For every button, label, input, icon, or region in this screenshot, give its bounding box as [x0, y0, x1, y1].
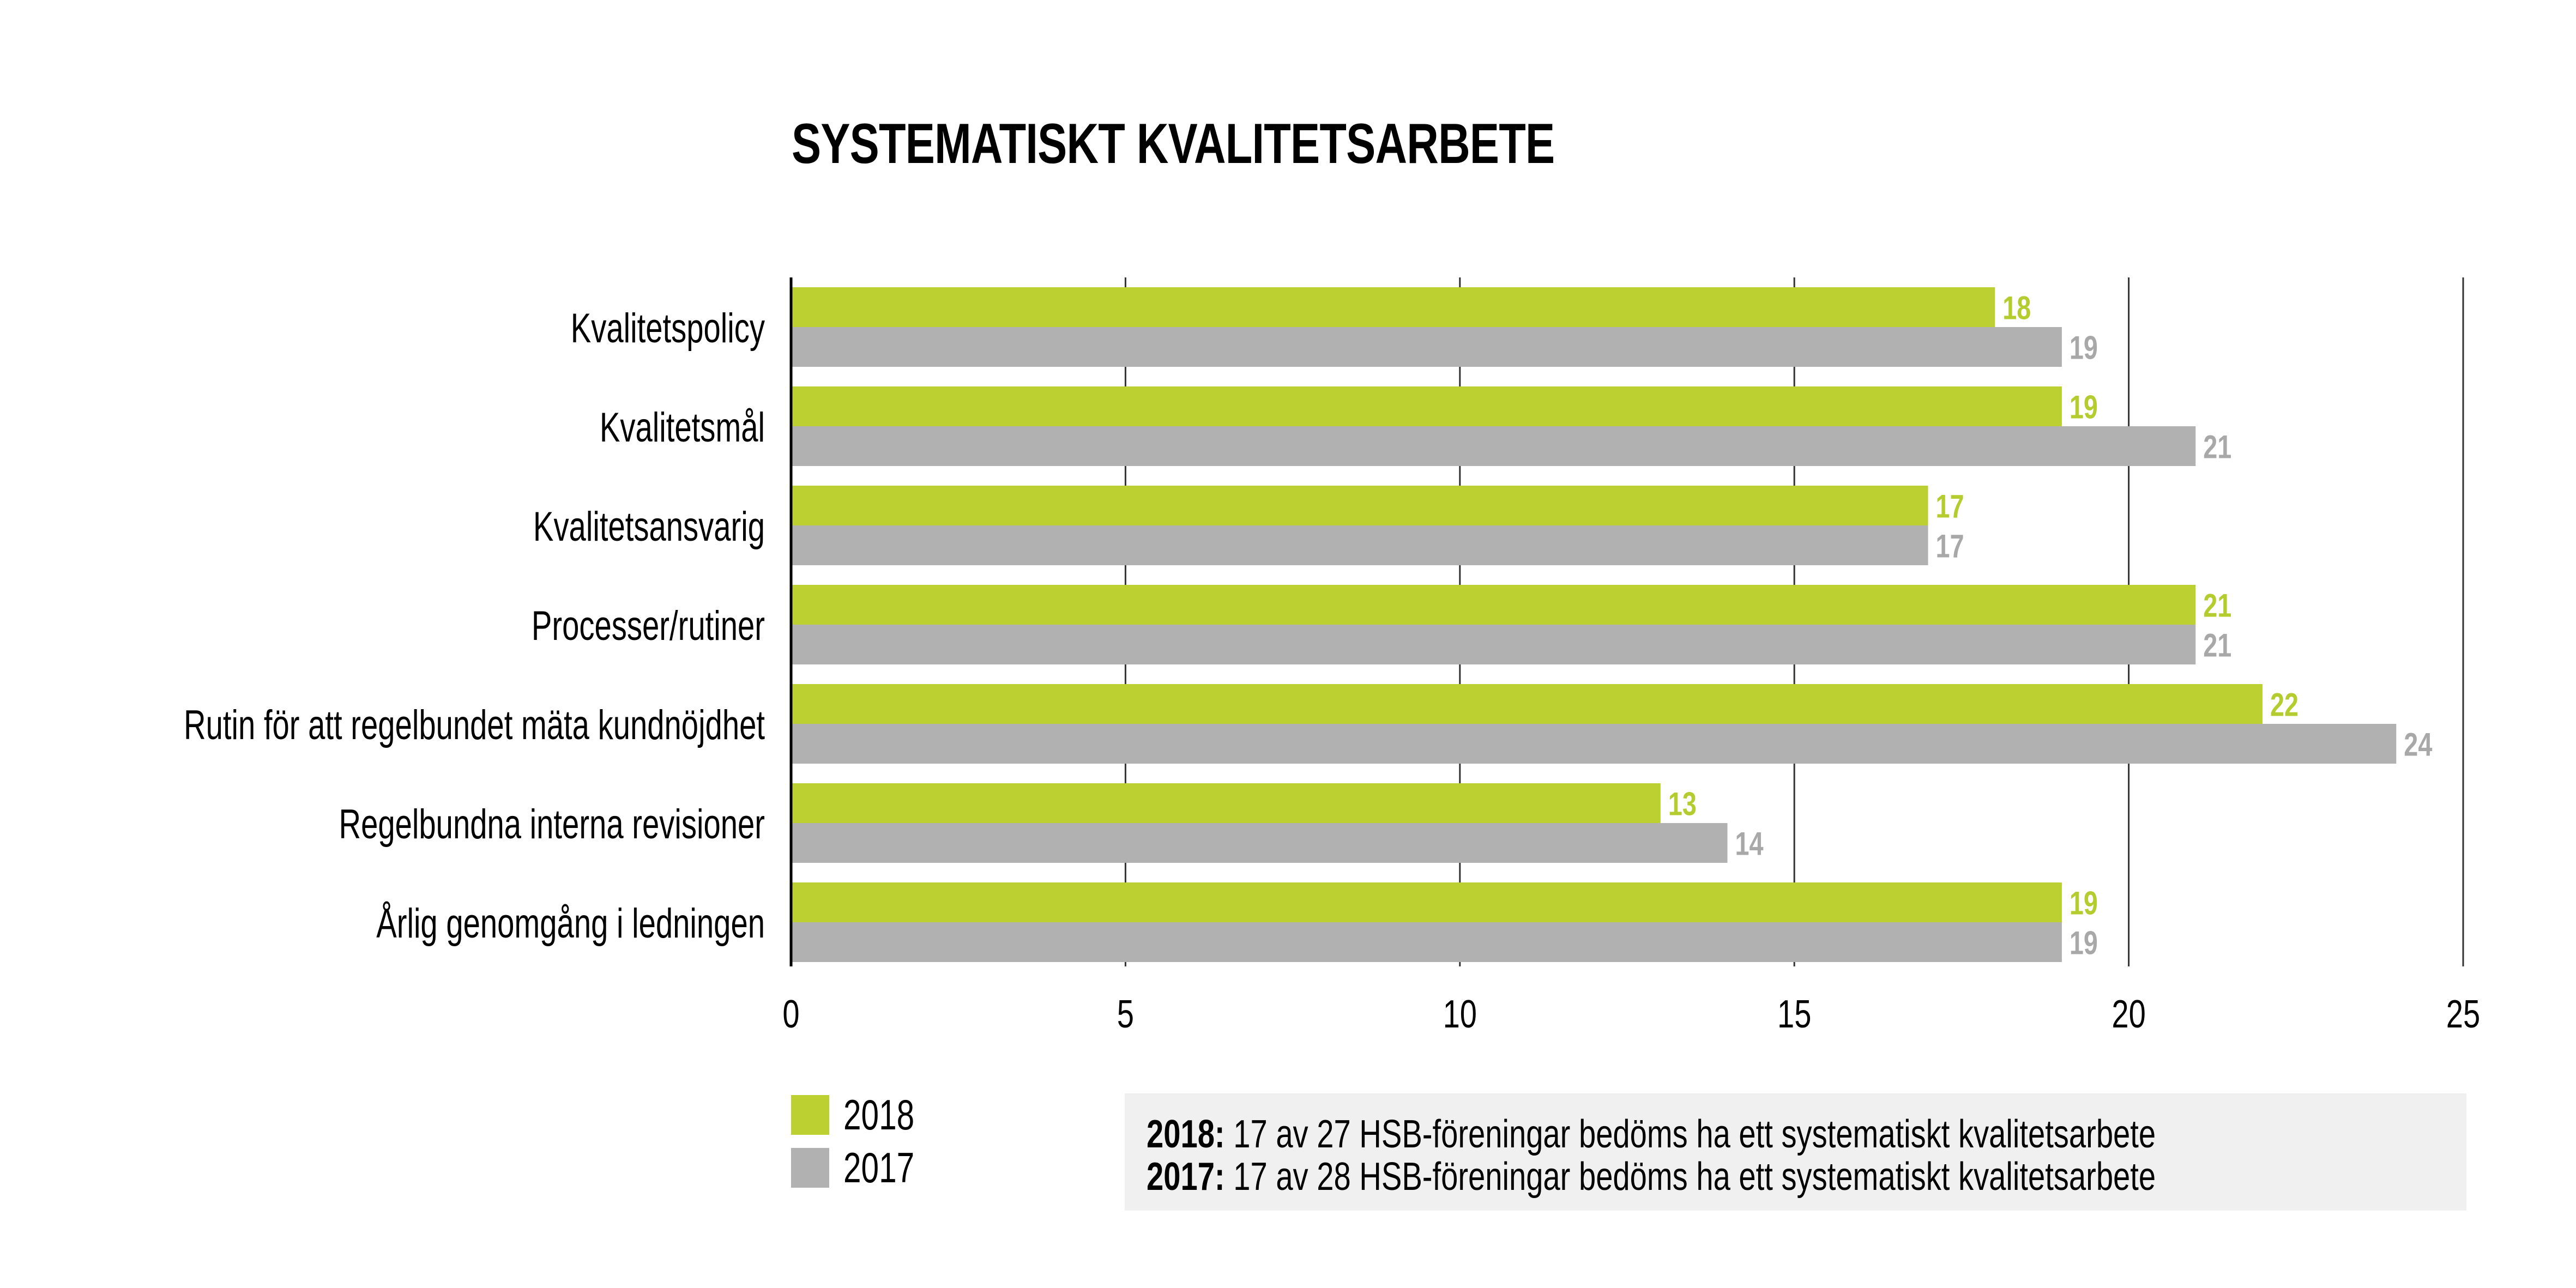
note-text: 17 av 28 HSB-föreningar bedöms ha ett sy… — [1224, 1155, 2156, 1199]
bar-2018 — [791, 585, 2196, 625]
category-label: Kvalitetsmål — [600, 404, 765, 451]
category-label: Processer/rutiner — [532, 603, 765, 649]
summary-note-box: 2018: 17 av 27 HSB-föreningar bedöms ha … — [1125, 1093, 2466, 1211]
x-tick-label: 0 — [782, 992, 799, 1036]
category-label: Årlig genomgång i ledningen — [376, 900, 765, 947]
bar-2017 — [791, 327, 2062, 367]
legend-swatch-2017 — [791, 1148, 829, 1188]
bar-2018 — [791, 386, 2062, 426]
bar-2017 — [791, 625, 2196, 664]
data-label-2017: 21 — [2203, 429, 2231, 465]
x-tick-label: 25 — [2446, 992, 2480, 1036]
x-tick-label: 15 — [1777, 992, 1811, 1036]
note-line-2018: 2018: 17 av 27 HSB-föreningar bedöms ha … — [1147, 1112, 2156, 1157]
data-label-2017: 24 — [2404, 727, 2432, 763]
bar-2017 — [791, 525, 1928, 565]
data-label-2018: 18 — [2002, 290, 2031, 326]
category-label: Kvalitetsansvarig — [533, 504, 765, 550]
bar-2018 — [791, 882, 2062, 922]
data-label-2018: 22 — [2270, 687, 2299, 723]
legend-label: 2017 — [843, 1144, 915, 1192]
category-label: Kvalitetspolicy — [571, 305, 765, 352]
bar-2017 — [791, 823, 1728, 863]
legend-item-2017: 2017 — [791, 1144, 938, 1192]
bar-2017 — [791, 922, 2062, 962]
x-tick-label: 10 — [1443, 992, 1477, 1036]
bar-2018 — [791, 486, 1928, 525]
note-year: 2017: — [1147, 1155, 1225, 1199]
note-line-2017: 2017: 17 av 28 HSB-föreningar bedöms ha … — [1147, 1154, 2156, 1199]
legend-swatch-2018 — [791, 1095, 829, 1135]
data-label-2018: 19 — [2070, 389, 2098, 426]
bar-2018 — [791, 287, 1995, 327]
data-label-2018: 19 — [2070, 885, 2098, 922]
bar-2018 — [791, 684, 2263, 724]
data-label-2017: 14 — [1735, 826, 1764, 862]
legend-item-2018: 2018 — [791, 1091, 938, 1139]
x-tick-label: 5 — [1117, 992, 1134, 1036]
bar-2017 — [791, 724, 2397, 764]
data-label-2018: 13 — [1668, 786, 1697, 823]
note-year: 2018: — [1147, 1112, 1225, 1156]
chart-title: SYSTEMATISKT KVALITETSARBETE — [792, 112, 1555, 176]
category-label: Regelbundna interna revisioner — [339, 801, 765, 848]
data-label-2017: 17 — [1936, 528, 1964, 565]
x-tick-label: 20 — [2112, 992, 2145, 1036]
data-label-2018: 21 — [2203, 588, 2231, 624]
data-label-2017: 21 — [2203, 627, 2231, 664]
data-label-2017: 19 — [2070, 330, 2098, 366]
category-label: Rutin för att regelbundet mäta kundnöjdh… — [184, 702, 765, 748]
data-label-2018: 17 — [1936, 488, 1964, 525]
legend-label: 2018 — [843, 1091, 915, 1139]
note-text: 17 av 27 HSB-föreningar bedöms ha ett sy… — [1224, 1112, 2156, 1156]
bar-2018 — [791, 783, 1661, 823]
bar-2017 — [791, 426, 2196, 466]
data-label-2017: 19 — [2070, 925, 2098, 962]
